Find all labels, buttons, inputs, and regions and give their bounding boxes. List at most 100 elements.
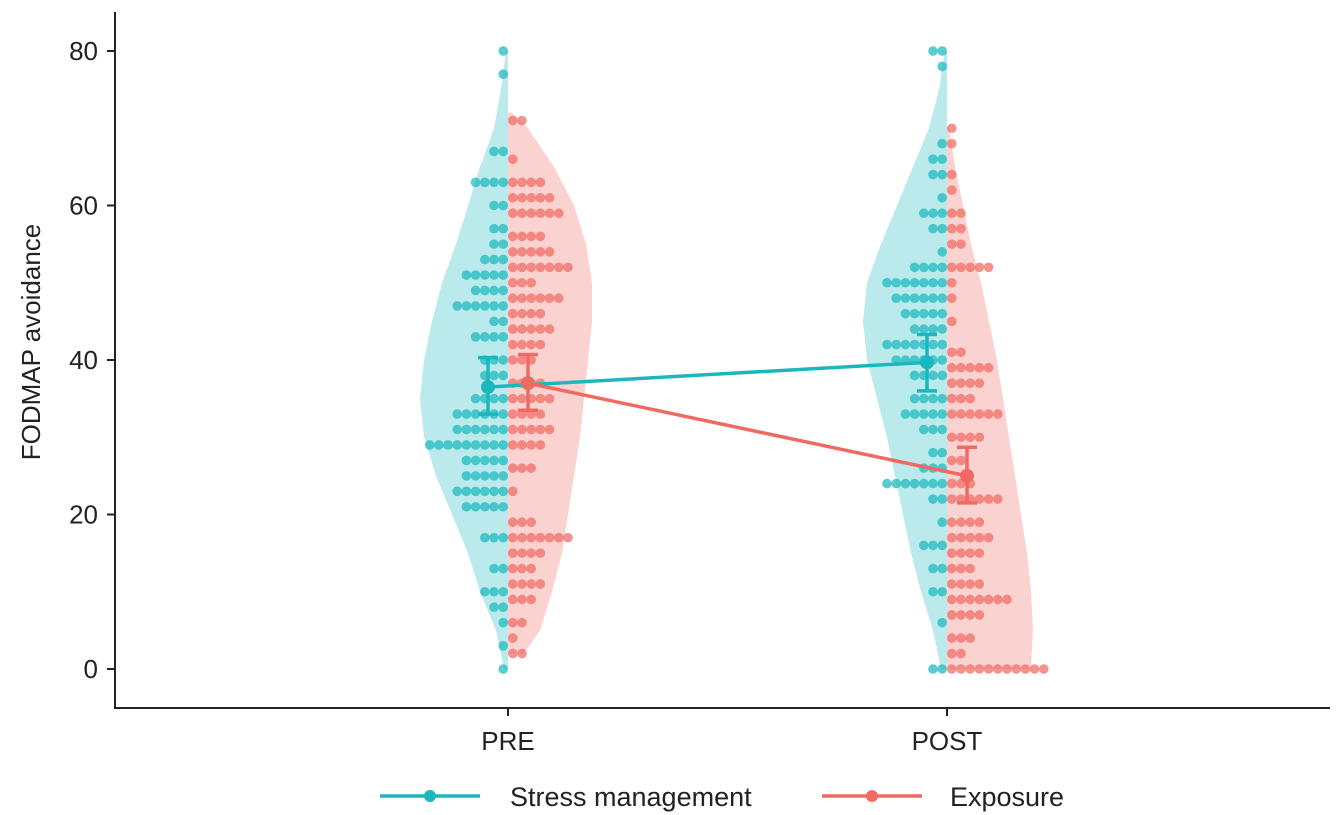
mean-point-exposure-post bbox=[960, 468, 974, 483]
dot-stress-management-pre bbox=[470, 270, 481, 280]
dot-stress-management-pre bbox=[498, 641, 509, 651]
dot-stress-management-pre bbox=[480, 332, 490, 342]
dot-exposure-pre bbox=[517, 115, 527, 126]
dot-stress-management-pre bbox=[498, 586, 509, 597]
dot-exposure-pre bbox=[563, 532, 573, 543]
dot-exposure-pre bbox=[535, 177, 546, 188]
dot-stress-management-pre bbox=[424, 440, 435, 450]
dot-exposure-post bbox=[974, 262, 985, 273]
dot-stress-management-post bbox=[928, 262, 938, 273]
y-tick-label-0: 0 bbox=[84, 654, 98, 684]
dot-exposure-pre bbox=[526, 579, 536, 589]
dot-stress-management-post bbox=[937, 223, 947, 234]
dot-stress-management-post bbox=[909, 339, 920, 350]
dot-exposure-pre bbox=[508, 324, 518, 334]
dot-exposure-pre bbox=[517, 648, 527, 659]
dot-stress-management-pre bbox=[489, 200, 499, 211]
dot-exposure-pre bbox=[544, 262, 555, 273]
dot-exposure-post bbox=[947, 455, 957, 466]
dot-stress-management-post bbox=[937, 664, 947, 674]
dot-stress-management-pre bbox=[461, 270, 472, 280]
dot-stress-management-pre bbox=[489, 440, 499, 450]
dot-exposure-post bbox=[1011, 664, 1021, 674]
dot-stress-management-pre bbox=[480, 177, 490, 188]
dot-stress-management-pre bbox=[470, 393, 481, 404]
dot-exposure-post bbox=[965, 532, 975, 543]
dot-exposure-pre bbox=[526, 247, 536, 257]
dot-stress-management-pre bbox=[480, 270, 490, 280]
dot-exposure-pre bbox=[508, 440, 518, 450]
dot-stress-management-pre bbox=[489, 393, 499, 404]
dot-stress-management-post bbox=[937, 617, 947, 628]
dot-stress-management-post bbox=[928, 277, 938, 288]
dot-exposure-post bbox=[1020, 664, 1031, 674]
dot-stress-management-post bbox=[937, 277, 947, 288]
dot-exposure-post bbox=[956, 393, 966, 404]
dot-stress-management-post bbox=[937, 393, 947, 404]
dot-exposure-pre bbox=[526, 563, 536, 574]
dot-stress-management-post bbox=[937, 424, 947, 435]
dot-stress-management-pre bbox=[461, 409, 472, 419]
dot-exposure-pre bbox=[508, 393, 518, 404]
dot-stress-management-pre bbox=[498, 563, 509, 574]
dot-stress-management-pre bbox=[489, 285, 499, 296]
dot-exposure-post bbox=[983, 594, 994, 605]
dot-exposure-post bbox=[1029, 664, 1040, 674]
dot-stress-management-pre bbox=[470, 424, 481, 435]
dot-exposure-pre bbox=[563, 262, 573, 273]
dot-exposure-pre bbox=[526, 277, 536, 288]
dot-stress-management-pre bbox=[470, 486, 481, 497]
dot-exposure-pre bbox=[526, 262, 536, 273]
dot-exposure-post bbox=[983, 664, 994, 674]
dot-exposure-post bbox=[993, 494, 1003, 504]
mean-point-exposure-pre bbox=[521, 376, 535, 391]
mean-line-layer bbox=[478, 332, 977, 505]
dot-exposure-pre bbox=[508, 463, 518, 473]
dot-exposure-post bbox=[965, 362, 975, 373]
dot-exposure-pre bbox=[517, 594, 527, 605]
dot-exposure-post bbox=[965, 610, 975, 620]
x-ticks: PRE POST bbox=[481, 708, 983, 756]
dot-exposure-post bbox=[1039, 664, 1049, 674]
dot-stress-management-pre bbox=[452, 440, 463, 450]
dot-stress-management-pre bbox=[489, 602, 499, 612]
dot-exposure-post bbox=[956, 432, 966, 443]
dot-stress-management-pre bbox=[461, 501, 472, 512]
dot-stress-management-post bbox=[928, 393, 938, 404]
dot-exposure-pre bbox=[508, 277, 518, 288]
dot-exposure-pre bbox=[517, 192, 527, 203]
dot-exposure-post bbox=[965, 548, 975, 558]
dot-exposure-post bbox=[947, 610, 957, 620]
dot-stress-management-pre bbox=[498, 270, 509, 280]
dot-stress-management-pre bbox=[489, 424, 499, 435]
dot-stress-management-post bbox=[937, 370, 947, 381]
dot-stress-management-post bbox=[937, 409, 947, 419]
dot-exposure-post bbox=[965, 664, 975, 674]
dot-stress-management-post bbox=[909, 370, 920, 381]
dot-exposure-pre bbox=[544, 532, 555, 543]
mean-point-stress-management-post bbox=[920, 355, 934, 370]
dot-exposure-post bbox=[956, 208, 966, 219]
dot-stress-management-post bbox=[919, 424, 929, 435]
dot-exposure-post bbox=[947, 563, 957, 574]
dot-exposure-pre bbox=[508, 532, 518, 543]
dot-exposure-pre bbox=[508, 192, 518, 203]
dot-stress-management-post bbox=[919, 277, 929, 288]
dot-exposure-pre bbox=[535, 424, 546, 435]
dot-exposure-pre bbox=[535, 339, 546, 350]
dot-stress-management-post bbox=[909, 308, 920, 319]
dot-exposure-post bbox=[947, 648, 957, 659]
dot-exposure-pre bbox=[517, 339, 527, 350]
dot-exposure-post bbox=[965, 594, 975, 605]
dot-exposure-post bbox=[956, 664, 966, 674]
dot-stress-management-post bbox=[937, 208, 947, 219]
dot-stress-management-post bbox=[900, 478, 911, 489]
dot-stress-management-pre bbox=[470, 409, 481, 419]
dot-exposure-post bbox=[1002, 594, 1012, 605]
dot-stress-management-post bbox=[882, 277, 892, 288]
dot-stress-management-pre bbox=[461, 486, 472, 497]
dot-exposure-pre bbox=[508, 486, 518, 497]
dot-stress-management-pre bbox=[498, 200, 509, 211]
dot-exposure-pre bbox=[526, 293, 536, 304]
dot-exposure-post bbox=[974, 409, 985, 419]
